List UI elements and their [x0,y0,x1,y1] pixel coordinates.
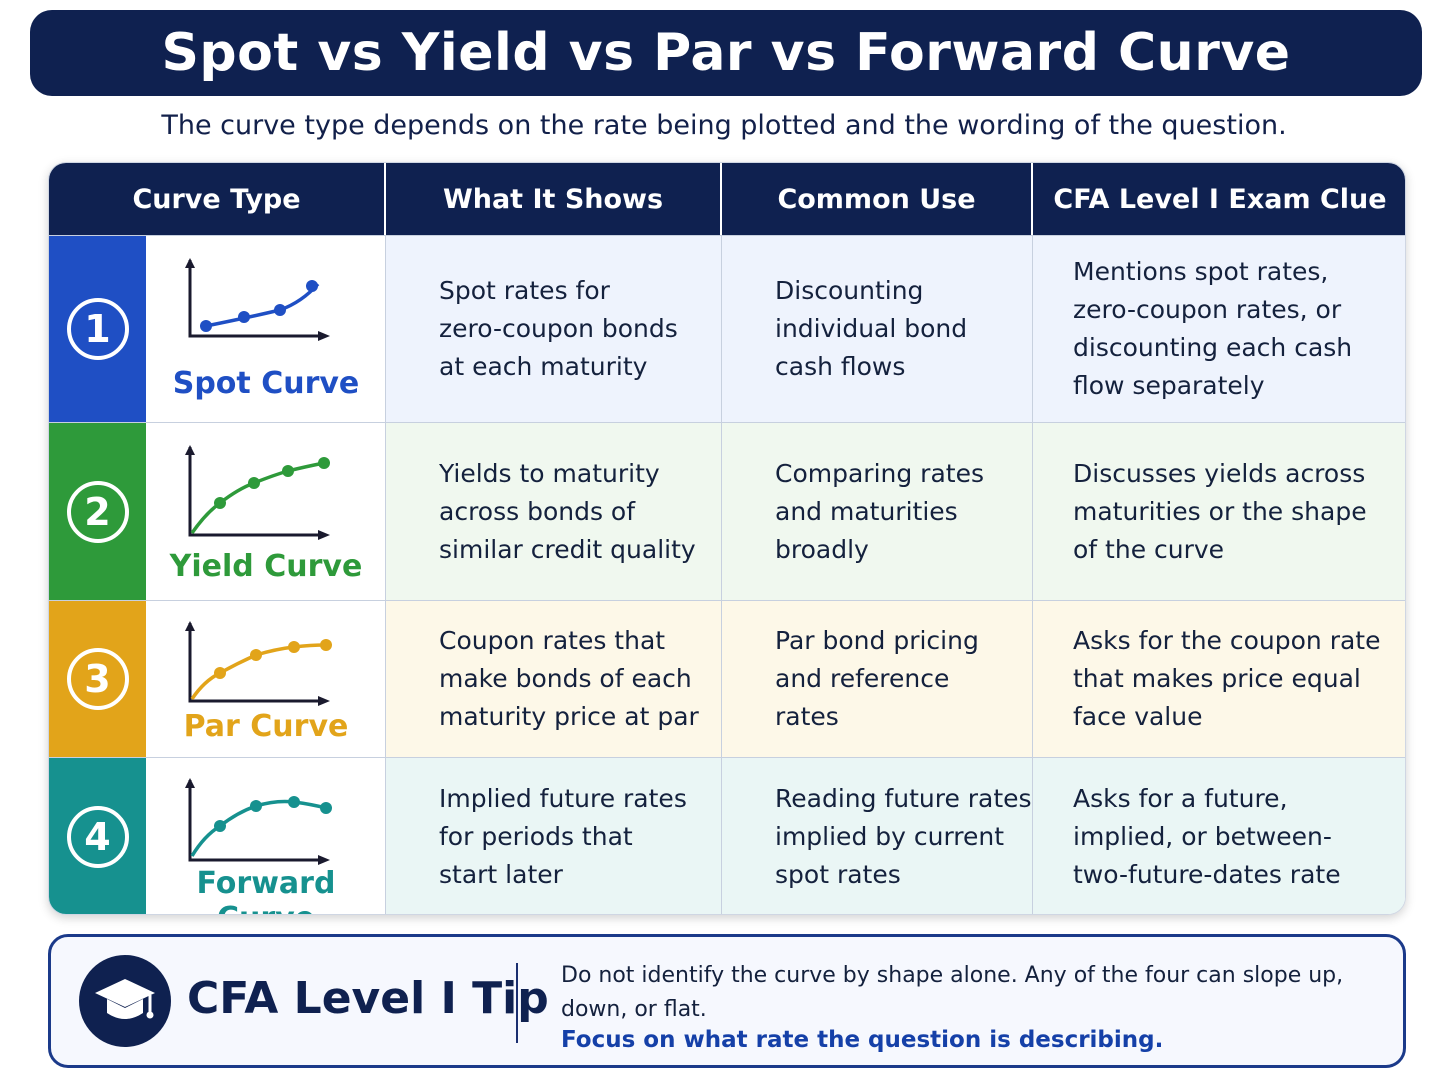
upward-curve-chart-icon [185,445,330,540]
tip-divider [516,963,518,1043]
curve-name-label: Forward Curve [196,866,336,914]
curve-name-label: Par Curve [183,709,349,744]
table-header: Curve Type What It Shows Common Use CFA … [49,163,1405,235]
row-number-band: 1 [49,236,146,422]
row-number-badge: 4 [66,806,129,868]
exam-clue-cell: Discusses yields across maturities or th… [1033,423,1405,600]
curve-type-cell: Yield Curve [146,423,386,600]
tip-focus-text: Focus on what rate the question is descr… [561,1027,1164,1053]
header-common-use: Common Use [722,163,1033,235]
rising-curve-chart-icon [185,258,330,341]
page-subtitle: The curve type depends on the rate being… [161,110,1287,141]
table-row-yield: 2 Yield Curve Yields to maturity across … [49,422,1405,600]
row-number-band: 2 [49,423,146,600]
row-number-band: 3 [49,601,146,757]
curve-type-cell: Spot Curve [146,236,386,422]
row-number-badge: 1 [66,298,129,360]
table-row-spot: 1 Spot Curve Spot rates for zero-coupon … [49,235,1405,422]
humped-curve-chart-icon [185,778,332,865]
curve-comparison-table: Curve Type What It Shows Common Use CFA … [48,162,1406,915]
common-use-cell: Discounting individual bond cash flows [722,236,1033,422]
exam-clue-cell: Asks for a future, implied, or between- … [1033,758,1405,914]
what-it-shows-cell: Coupon rates that make bonds of each mat… [386,601,722,757]
title-banner: Spot vs Yield vs Par vs Forward Curve [30,10,1422,96]
header-exam-clue: CFA Level I Exam Clue [1053,183,1387,215]
page-title: Spot vs Yield vs Par vs Forward Curve [161,23,1291,83]
what-it-shows-cell: Spot rates for zero-coupon bonds at each… [386,236,722,422]
table-row-par: 3 Par Curve Coupon rates that make bonds… [49,600,1405,757]
row-number-band: 4 [49,758,146,914]
row-number-badge: 3 [66,648,129,710]
header-what-it-shows: What It Shows [386,163,722,235]
common-use-cell: Par bond pricing and reference rates [722,601,1033,757]
table-row-forward: 4 Forward Curve Implied future rates for… [49,757,1405,914]
header-curve-type: Curve Type [49,163,386,235]
flattening-curve-chart-icon [185,621,332,706]
curve-name-label: Yield Curve [169,549,363,584]
graduation-cap-icon [79,955,171,1047]
row-number-badge: 2 [66,480,129,543]
exam-clue-cell: Asks for the coupon rate that makes pric… [1033,601,1405,757]
tip-text: Do not identify the curve by shape alone… [561,963,1344,1022]
tip-box: CFA Level I Tip Do not identify the curv… [48,934,1406,1068]
curve-name-label: Spot Curve [172,366,360,401]
common-use-cell: Reading future rates implied by current … [722,758,1033,914]
what-it-shows-cell: Yields to maturity across bonds of simil… [386,423,722,600]
common-use-cell: Comparing rates and maturities broadly [722,423,1033,600]
curve-type-cell: Forward Curve [146,758,386,914]
exam-clue-cell: Mentions spot rates, zero-coupon rates, … [1033,236,1405,422]
what-it-shows-cell: Implied future rates for periods that st… [386,758,722,914]
tip-title: CFA Level I Tip [187,973,549,1024]
curve-type-cell: Par Curve [146,601,386,757]
